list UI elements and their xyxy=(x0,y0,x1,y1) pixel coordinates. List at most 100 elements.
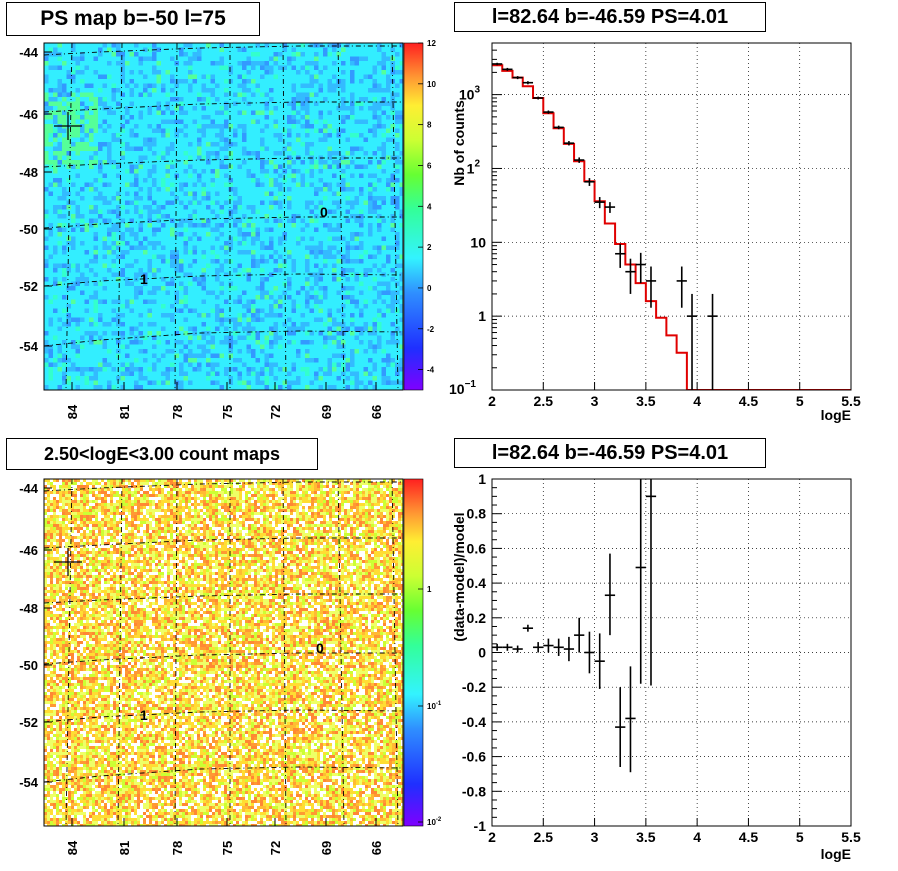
ps-map-cell xyxy=(215,268,220,273)
ps-map-cell xyxy=(368,74,373,80)
ps-map-cell xyxy=(336,56,342,62)
ps-map-cell xyxy=(44,196,49,201)
ps-map-cell xyxy=(161,173,166,179)
ps-map-cell xyxy=(197,200,202,206)
ps-map-cell xyxy=(224,106,229,111)
ps-map-cell xyxy=(255,52,261,57)
ps-map-cell xyxy=(228,74,234,80)
ps-map-cell xyxy=(323,317,328,323)
ps-map-cell xyxy=(75,322,81,327)
ps-map-cell xyxy=(210,317,216,323)
ps-map-cell xyxy=(48,92,54,98)
ps-map-cell xyxy=(269,142,274,147)
ps-map-cell xyxy=(188,79,193,84)
ps-map-cell xyxy=(75,88,81,93)
ps-map-cell xyxy=(152,290,157,296)
ps-map-cell xyxy=(273,56,279,62)
ps-map-cell xyxy=(129,128,135,134)
ps-map-cell xyxy=(111,160,117,165)
ps-map-cell xyxy=(246,74,252,80)
ps-map-cell xyxy=(147,47,153,53)
ps-map-cell xyxy=(71,259,76,264)
ps-map-cell xyxy=(242,214,247,219)
ps-map-cell xyxy=(120,52,126,57)
ps-map-cell xyxy=(120,227,126,233)
ps-map-cell xyxy=(93,286,99,291)
ps-map-cell xyxy=(93,178,99,183)
ps-map-cell xyxy=(264,83,270,89)
ps-map-cell xyxy=(251,317,256,323)
ps-map-cell xyxy=(359,52,364,57)
ps-map-cell xyxy=(372,214,378,219)
ps-map-cell xyxy=(219,97,225,102)
ps-map-cell xyxy=(260,290,265,296)
ps-map-cell xyxy=(93,268,99,273)
ps-map-cell xyxy=(129,187,135,192)
ps-map-cell xyxy=(336,259,342,264)
ps-map-cell xyxy=(134,79,139,84)
ps-map-cell xyxy=(255,313,261,318)
ps-map-cell xyxy=(107,277,112,282)
ps-map-cell xyxy=(233,205,238,210)
ps-map-cell xyxy=(242,173,247,179)
ps-map-cell xyxy=(129,74,135,80)
ps-map-cell xyxy=(174,88,180,93)
ps-map-cell xyxy=(71,290,76,296)
ps-map-cell xyxy=(57,200,63,206)
ps-map-cell xyxy=(296,178,301,183)
ps-map-cell xyxy=(273,290,279,296)
ps-map-cell xyxy=(48,317,54,323)
ps-map-cell xyxy=(318,214,324,219)
ps-map-cell xyxy=(350,304,355,309)
ps-map-cell xyxy=(282,178,288,183)
ps-map-cell xyxy=(210,137,216,143)
ps-map-cell xyxy=(188,92,193,98)
ps-map-cell xyxy=(57,281,63,287)
ps-map-cell xyxy=(192,227,198,233)
ps-map-cell xyxy=(66,196,72,201)
ps-map-cell xyxy=(395,299,400,305)
ps-map-cell xyxy=(156,65,162,71)
ps-map-cell xyxy=(296,164,301,170)
ps-map-cell xyxy=(296,299,301,305)
ps-map-cell xyxy=(300,101,306,107)
ps-map-cell xyxy=(390,110,396,116)
ps-map-cell xyxy=(341,182,346,188)
ps-map-cell xyxy=(71,110,76,116)
ps-map-cell xyxy=(62,223,67,228)
ps-map-cell xyxy=(192,124,198,129)
ps-map-cell xyxy=(228,304,234,309)
ps-map-cell xyxy=(237,187,243,192)
ps-map-cell xyxy=(143,227,148,233)
ps-map-cell xyxy=(89,146,94,152)
ps-map-cell xyxy=(215,151,220,156)
ps-map-cell xyxy=(48,106,54,111)
ps-map-cell xyxy=(323,182,328,188)
ps-map-cell xyxy=(359,263,364,269)
ps-map-cell xyxy=(242,137,247,143)
ps-map-cell xyxy=(143,286,148,291)
ps-map-cell xyxy=(336,313,342,318)
ps-map-cell xyxy=(62,250,67,255)
ps-map-cell xyxy=(84,263,90,269)
ps-map-cell xyxy=(273,241,279,246)
ps-map-cell xyxy=(129,308,135,314)
ps-map-cell xyxy=(255,178,261,183)
ps-map-cell xyxy=(305,88,310,93)
ps-map-cell xyxy=(282,137,288,143)
ps-map-cell xyxy=(66,313,72,318)
ps-map-cell xyxy=(336,128,342,134)
ps-map-cell xyxy=(314,173,319,179)
ps-map-cell xyxy=(48,79,54,84)
ps-map-cell xyxy=(161,56,166,62)
ps-map-cell xyxy=(305,43,310,48)
ps-map-cell xyxy=(120,128,126,134)
ps-map-cell xyxy=(318,106,324,111)
ps-map-cell xyxy=(224,200,229,206)
ps-map-cell xyxy=(291,196,297,201)
ps-map-cell xyxy=(341,169,346,174)
ps-map-cell xyxy=(138,92,144,98)
ps-map-cell xyxy=(53,79,58,84)
ps-map-cell xyxy=(278,52,283,57)
ps-map-cell xyxy=(300,286,306,291)
